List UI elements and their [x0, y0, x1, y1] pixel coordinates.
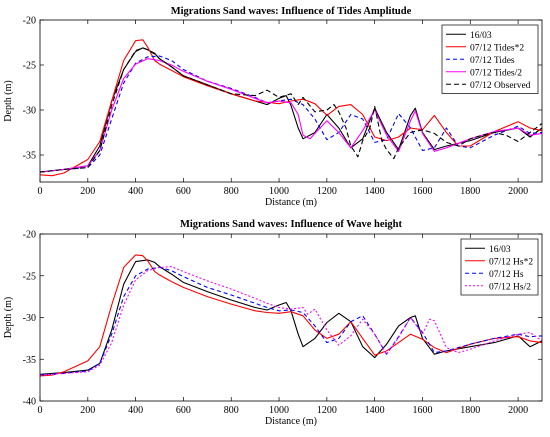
x-tick-label: 600 [176, 405, 191, 416]
series-line-3 [40, 266, 542, 376]
x-tick-label: 200 [80, 186, 95, 197]
series-group [40, 39, 542, 177]
y-axis-label: Depth (m) [3, 297, 14, 338]
x-tick-label: 1400 [365, 405, 385, 416]
series-line-3 [40, 58, 542, 173]
x-tick-label: 1600 [412, 405, 432, 416]
plot-frame [39, 19, 543, 183]
x-tick-label: 800 [224, 186, 239, 197]
y-tick-label: -30 [23, 313, 36, 324]
chart-wave-height: Migrations Sand waves: Influence of Wave… [3, 219, 543, 427]
y-tick-label: -35 [23, 151, 36, 162]
chart-tides-amplitude: Migrations Sand waves: Influence of Tide… [3, 6, 543, 208]
x-tick-label: 400 [128, 186, 143, 197]
chart-title: Migrations Sand waves: Influence of Tide… [171, 6, 412, 17]
legend-label-4: 07/12 Observed [470, 81, 531, 91]
x-axis-label: Distance (m) [265, 197, 317, 208]
chart-title: Migrations Sand waves: Influence of Wave… [180, 219, 403, 230]
x-tick-label: 1800 [460, 186, 480, 197]
x-tick-label: 800 [224, 405, 239, 416]
legend-label-2: 07/12 Tides [470, 56, 515, 66]
legend: 16/03 07/12 Hs*2 07/12 Hs 07/12 Hs/2 [460, 238, 539, 296]
series-line-2 [40, 266, 542, 376]
x-tick-label: 1000 [269, 405, 289, 416]
legend-label-1: 07/12 Tides*2 [470, 43, 524, 53]
legend-label-3: 07/12 Hs/2 [489, 282, 531, 292]
x-tick-label: 200 [80, 405, 95, 416]
y-tick-label: -30 [23, 106, 36, 117]
x-tick-label: 0 [38, 186, 43, 197]
legend-label-3: 07/12 Tides/2 [470, 68, 522, 78]
x-tick-label: 600 [176, 186, 191, 197]
x-tick-label: 2000 [508, 186, 528, 197]
series-line-1 [40, 39, 542, 177]
legend-label-0: 16/03 [470, 31, 492, 41]
x-tick-label: 0 [38, 405, 43, 416]
legend-label-1: 07/12 Hs*2 [489, 257, 533, 267]
x-tick-label: 1400 [365, 186, 385, 197]
legend-box [441, 24, 539, 94]
legend-label-2: 07/12 Hs [489, 270, 524, 280]
y-tick-label: -35 [23, 355, 36, 366]
y-axis-label: Depth (m) [3, 80, 14, 121]
legend-label-0: 16/03 [489, 245, 511, 255]
x-axis-label: Distance (m) [265, 416, 317, 427]
x-tick-label: 2000 [508, 405, 528, 416]
series-line-4 [40, 47, 542, 173]
y-tick-label: -40 [23, 397, 36, 408]
series-line-0 [40, 259, 542, 375]
x-tick-label: 1600 [412, 186, 432, 197]
x-tick-label: 1200 [317, 186, 337, 197]
series-group [40, 254, 542, 377]
y-tick-label: -20 [23, 16, 36, 27]
y-tick-label: -25 [23, 271, 36, 282]
x-tick-label: 1200 [317, 405, 337, 416]
x-tick-label: 1800 [460, 405, 480, 416]
x-tick-label: 400 [128, 405, 143, 416]
legend: 16/03 07/12 Tides*2 07/12 Tides 07/12 Tides… [441, 24, 539, 94]
x-tick-label: 1000 [269, 186, 289, 197]
y-tick-label: -25 [23, 61, 36, 72]
series-line-1 [40, 254, 542, 377]
y-tick-label: -20 [23, 230, 36, 241]
